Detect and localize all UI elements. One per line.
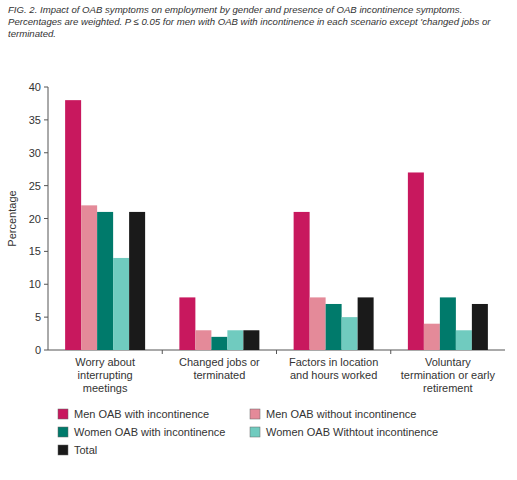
y-tick-label: 30 bbox=[29, 147, 41, 159]
y-tick bbox=[44, 317, 48, 318]
legend-label: Men OAB without incontinence bbox=[266, 408, 416, 420]
legend-label: Men OAB with incontinence bbox=[74, 408, 209, 420]
bar bbox=[195, 330, 211, 350]
bar bbox=[424, 324, 440, 350]
y-tick bbox=[44, 119, 48, 120]
y-tick-label: 5 bbox=[35, 311, 41, 323]
legend-swatch bbox=[58, 409, 68, 419]
y-tick bbox=[44, 251, 48, 252]
x-tick bbox=[276, 350, 277, 354]
x-tick-label-line: Voluntary bbox=[425, 356, 471, 368]
legend-swatch bbox=[58, 427, 68, 437]
y-tick-label: 25 bbox=[29, 180, 41, 192]
y-tick-label: 15 bbox=[29, 245, 41, 257]
legend-swatch bbox=[250, 409, 260, 419]
y-tick-label: 0 bbox=[35, 344, 41, 356]
y-tick-label: 35 bbox=[29, 114, 41, 126]
legend-label: Women OAB with incontinence bbox=[74, 426, 225, 438]
legend-swatch bbox=[250, 427, 260, 437]
x-tick-label-line: Changed jobs or bbox=[179, 356, 260, 368]
x-tick-label: Changed jobs orterminated bbox=[179, 356, 260, 381]
y-tick bbox=[44, 350, 48, 351]
bar bbox=[342, 317, 358, 350]
bar bbox=[227, 330, 243, 350]
x-tick-label-line: termination or early bbox=[401, 369, 496, 381]
x-tick-label: Factors in locationand hours worked bbox=[289, 356, 378, 381]
y-tick bbox=[44, 152, 48, 153]
y-axis-label: Percentage bbox=[6, 190, 18, 246]
x-tick-label-line: and hours worked bbox=[290, 369, 377, 381]
bar bbox=[81, 205, 97, 350]
y-tick-label: 10 bbox=[29, 278, 41, 290]
y-tick bbox=[44, 87, 48, 88]
y-tick bbox=[44, 218, 48, 219]
x-tick-label-line: terminated bbox=[193, 369, 245, 381]
bar bbox=[211, 337, 227, 350]
chart: 0 5 10 15 20 25 30 35 40 Percentage Worry aboutint… bbox=[0, 0, 517, 480]
legend-label: Total bbox=[74, 444, 97, 456]
x-tick bbox=[390, 350, 391, 354]
legend-label: Women OAB Withtout incontinence bbox=[266, 426, 438, 438]
bar bbox=[358, 297, 374, 350]
x-tick-label-line: Worry about bbox=[75, 356, 135, 368]
bar bbox=[408, 172, 424, 350]
x-tick bbox=[162, 350, 163, 354]
y-tick bbox=[44, 284, 48, 285]
bar bbox=[310, 297, 326, 350]
bar bbox=[472, 304, 488, 350]
x-tick-label-line: interrupting bbox=[78, 369, 133, 381]
x-tick-label: Worry aboutinterruptingmeetings bbox=[75, 356, 135, 394]
bar bbox=[326, 304, 342, 350]
y-tick-label: 40 bbox=[29, 81, 41, 93]
bar bbox=[294, 212, 310, 350]
bar bbox=[179, 297, 195, 350]
x-tick-label-line: meetings bbox=[83, 382, 128, 394]
x-tick-label: Voluntarytermination or earlyretirement bbox=[401, 356, 496, 394]
x-tick-label-line: Factors in location bbox=[289, 356, 378, 368]
caption: FIG. 2. Impact of OAB symptoms on employ… bbox=[8, 4, 508, 40]
x-tick-label-line: retirement bbox=[423, 382, 473, 394]
bar bbox=[65, 100, 81, 350]
y-tick bbox=[44, 185, 48, 186]
bar bbox=[243, 330, 259, 350]
bar bbox=[129, 212, 145, 350]
bar bbox=[113, 258, 129, 350]
bar bbox=[97, 212, 113, 350]
legend-swatch bbox=[58, 445, 68, 455]
bars bbox=[65, 100, 488, 350]
y-tick-label: 20 bbox=[29, 213, 41, 225]
bar bbox=[440, 297, 456, 350]
bar bbox=[456, 330, 472, 350]
